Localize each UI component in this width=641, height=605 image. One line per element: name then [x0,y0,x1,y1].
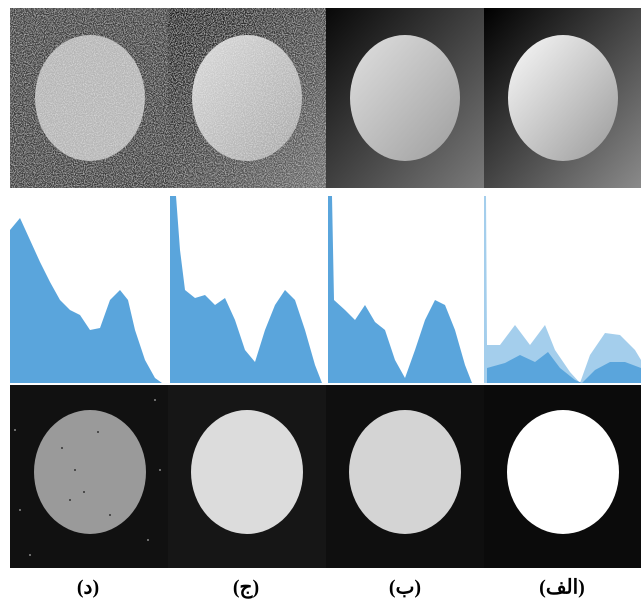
histogram [170,196,322,383]
panel-label: (الف) [539,577,585,599]
noisy-image [168,8,326,188]
noisy-image [10,8,168,188]
page: (د) (ج) (ب) (الف) (() => { const data = … [0,0,641,605]
figure: (د) (ج) (ب) (الف) [0,0,641,605]
image [484,8,641,188]
histogram [10,218,162,383]
panel-label: (ج) [233,577,259,600]
histograms [10,196,641,383]
panel-label: (د) [77,577,99,599]
histogram [484,196,641,383]
panel-label: (ب) [389,577,421,599]
bottom-row [10,385,641,568]
image [326,8,484,188]
top-row [10,8,641,188]
histogram [328,196,472,383]
